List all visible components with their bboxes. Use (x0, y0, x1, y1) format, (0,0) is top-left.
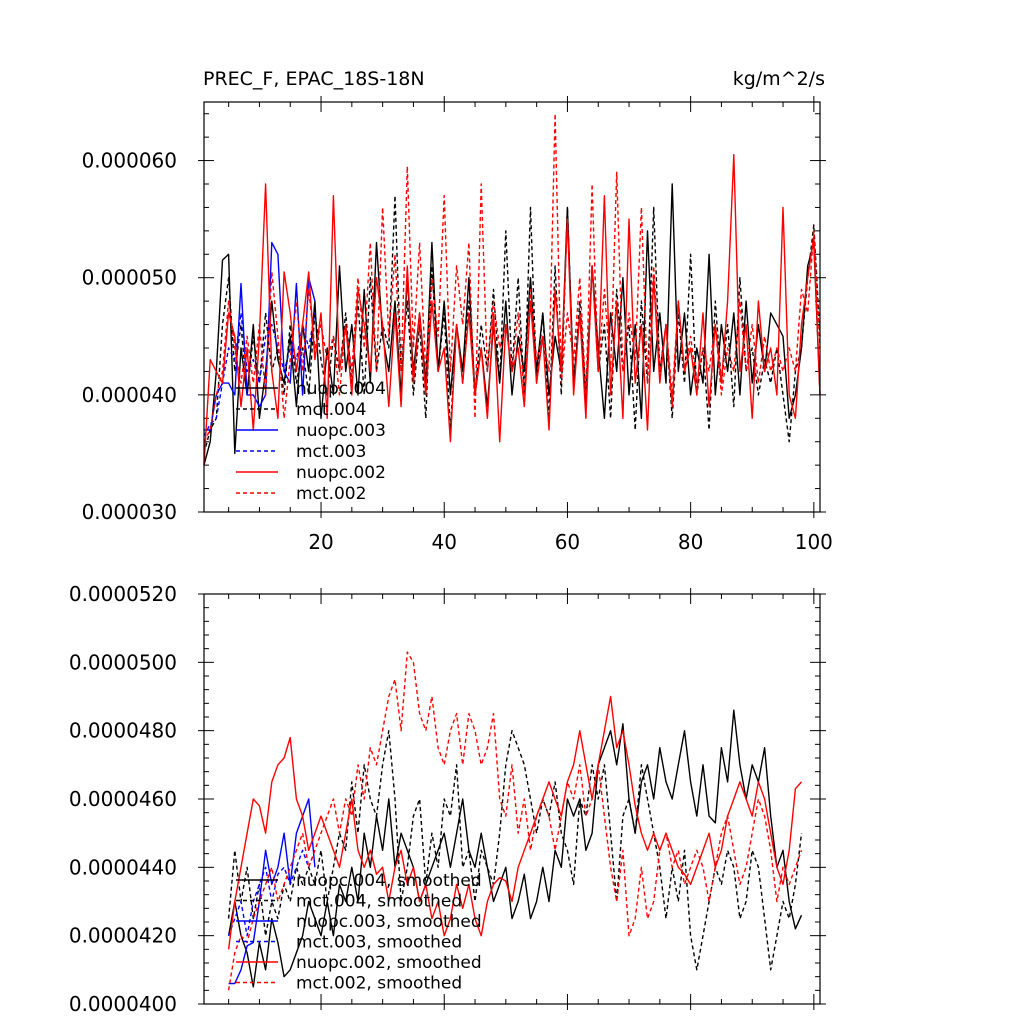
top-plot-panel: PREC_F, EPAC_18S-18N kg/m^2/s 20 40 60 80 10… (82, 68, 833, 554)
bottom-legend-label-mct-002-smoothed: mct.002, smoothed (296, 974, 462, 994)
bottom-y-tick-label: 0.0000500 (69, 650, 177, 674)
top-y-tick-label: 0.000050 (82, 266, 177, 290)
top-plot-title: PREC_F, EPAC_18S-18N (203, 68, 425, 90)
bottom-y-tick-label: 0.0000400 (69, 992, 177, 1016)
top-y-tick-label: 0.000060 (82, 149, 177, 173)
top-plot-axes: 20 40 60 80 100 0.000030 0.000040 0.000050 0.000… (82, 96, 833, 554)
top-plot-legend: nuopc.004mct.004nuopc.003mct.003nuopc.00… (236, 379, 386, 504)
bottom-legend-label-nuopc-003-smoothed: nuopc.003, smoothed (296, 912, 482, 932)
bottom-legend-label-nuopc-004-smoothed: nuopc.004, smoothed (296, 871, 482, 891)
top-plot-frame (203, 101, 821, 513)
top-legend-label-nuopc-002: nuopc.002 (296, 463, 386, 483)
top-y-tick-label: 0.000030 (82, 500, 177, 524)
top-legend-label-mct-003: mct.003 (296, 442, 366, 462)
bottom-plot-panel: 0.0000400 0.0000420 0.0000440 0.0000460 0.00… (69, 582, 826, 1016)
bottom-plot-axes: 0.0000400 0.0000420 0.0000440 0.0000460 0.00… (69, 582, 826, 1016)
top-legend-label-nuopc-004: nuopc.004 (296, 379, 386, 399)
bottom-series-nuopc-004-smoothed (227, 709, 803, 988)
top-legend-label-mct-004: mct.004 (296, 400, 366, 420)
bottom-plot-frame (203, 593, 821, 1005)
bottom-series-mct-002-smoothed (227, 651, 803, 991)
bottom-y-tick-label: 0.0000480 (69, 719, 177, 743)
bottom-y-tick-label: 0.0000440 (69, 855, 177, 879)
top-plot-series (203, 112, 821, 466)
top-series-nuopc-004 (203, 183, 821, 466)
top-y-tick-label: 0.000040 (82, 383, 177, 407)
top-x-tick-label: 100 (795, 530, 833, 554)
bottom-y-tick-label: 0.0000460 (69, 787, 177, 811)
bottom-legend-label-nuopc-002-smoothed: nuopc.002, smoothed (296, 953, 482, 973)
top-legend-label-nuopc-003: nuopc.003 (296, 421, 386, 441)
bottom-y-tick-label: 0.0000420 (69, 924, 177, 948)
top-x-tick-label: 40 (432, 530, 457, 554)
top-plot-units: kg/m^2/s (733, 68, 825, 90)
bottom-legend-label-mct-003-smoothed: mct.003, smoothed (296, 933, 462, 953)
top-x-tick-label: 80 (678, 530, 703, 554)
top-series-mct-002 (203, 112, 821, 443)
bottom-series-mct-004-smoothed (227, 730, 803, 971)
bottom-y-tick-label: 0.0000520 (69, 582, 177, 606)
bottom-legend-label-mct-004-smoothed: mct.004, smoothed (296, 892, 462, 912)
top-x-tick-label: 60 (555, 530, 580, 554)
bottom-series-mct-003-smoothed (227, 849, 316, 937)
top-legend-label-mct-002: mct.002 (296, 484, 366, 504)
top-x-tick-label: 20 (308, 530, 333, 554)
